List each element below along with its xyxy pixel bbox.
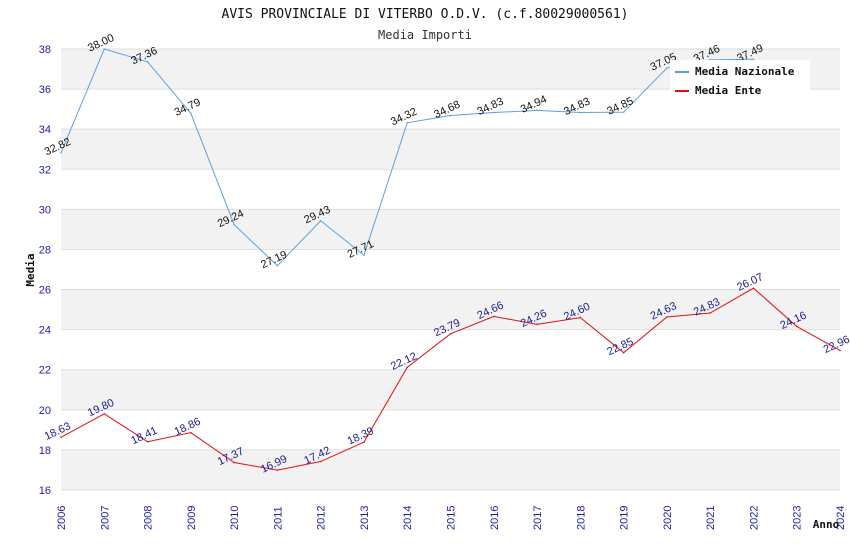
data-point <box>579 111 582 114</box>
data-point <box>622 111 625 113</box>
x-tick-label: 2007 <box>99 506 111 530</box>
x-tick-label: 2009 <box>186 506 198 530</box>
x-tick-label: 2010 <box>229 506 241 530</box>
x-tick-label: 2015 <box>446 506 458 530</box>
data-point <box>752 287 755 289</box>
data-point <box>709 312 711 314</box>
legend-box <box>670 60 810 102</box>
y-axis-label: Media <box>24 253 37 286</box>
y-tick-label: 30 <box>39 204 51 216</box>
chart-title: AVIS PROVINCIALE DI VITERBO O.D.V. (c.f.… <box>222 7 629 22</box>
y-tick-label: 34 <box>39 124 51 136</box>
data-point <box>146 440 149 443</box>
data-point <box>190 431 192 434</box>
y-tick-label: 28 <box>39 244 51 256</box>
data-point <box>103 48 106 50</box>
data-point <box>449 333 452 335</box>
data-point <box>536 109 538 112</box>
data-point <box>406 366 409 369</box>
data-point <box>622 351 625 354</box>
data-point <box>839 349 841 352</box>
x-axis-label: Anno <box>813 518 840 531</box>
data-point <box>319 460 322 463</box>
data-point <box>666 316 668 318</box>
x-tick-label: 2018 <box>575 506 587 530</box>
data-point <box>276 264 279 267</box>
data-point <box>60 436 62 439</box>
data-point <box>363 254 365 257</box>
grid-band <box>61 289 840 330</box>
data-point <box>752 58 755 61</box>
y-tick-label: 36 <box>39 84 51 96</box>
x-tick-label: 2008 <box>143 506 155 530</box>
x-tick-label: 2019 <box>619 506 631 530</box>
y-tick-label: 24 <box>39 325 51 337</box>
y-tick-label: 18 <box>39 445 51 457</box>
x-tick-label: 2011 <box>272 506 284 530</box>
x-axis-ticks: 2006 2007 2008 2009 2010 2011 2012 2013 2014 2015… <box>56 506 847 530</box>
data-point <box>190 112 192 115</box>
x-tick-label: 2020 <box>662 506 674 530</box>
y-tick-label: 32 <box>39 164 51 176</box>
data-point <box>60 152 62 154</box>
grid-band <box>61 209 840 250</box>
data-point <box>492 315 495 318</box>
y-axis-ticks: 16 18 20 22 24 26 28 30 32 34 36 38 <box>39 44 51 497</box>
legend: Media Nazionale Media Ente <box>670 60 810 102</box>
grid-band <box>61 169 840 210</box>
y-tick-label: 16 <box>39 485 51 497</box>
y-tick-label: 26 <box>39 285 51 297</box>
data-point <box>319 219 322 222</box>
chart-subtitle: Media Importi <box>378 28 472 42</box>
y-tick-label: 38 <box>39 44 51 56</box>
grid-bands <box>61 49 840 490</box>
x-tick-label: 2024 <box>835 506 847 530</box>
data-point <box>276 469 279 471</box>
data-point <box>449 114 452 117</box>
data-point <box>795 325 798 328</box>
x-tick-label: 2022 <box>748 506 760 530</box>
grid-band <box>61 329 840 370</box>
grid-band <box>61 369 840 410</box>
data-point <box>233 223 235 226</box>
x-tick-label: 2014 <box>402 506 414 530</box>
data-point <box>666 67 668 69</box>
grid-lines <box>61 48 840 491</box>
data-point <box>146 61 149 63</box>
y-tick-label: 22 <box>39 365 51 377</box>
data-point <box>233 461 235 464</box>
y-tick-label: 20 <box>39 405 51 417</box>
data-point <box>406 121 409 124</box>
data-point <box>492 111 495 114</box>
x-tick-label: 2006 <box>56 506 68 530</box>
x-tick-label: 2012 <box>316 506 328 530</box>
grid-band <box>61 449 840 490</box>
grid-band <box>61 409 840 450</box>
grid-band <box>61 129 840 170</box>
grid-band <box>61 249 840 290</box>
x-tick-label: 2013 <box>359 506 371 530</box>
x-tick-label: 2017 <box>532 506 544 530</box>
data-point <box>363 441 365 443</box>
legend-label-nazionale: Media Nazionale <box>695 65 795 78</box>
legend-label-ente: Media Ente <box>695 84 762 97</box>
x-tick-label: 2021 <box>705 506 717 530</box>
data-point <box>103 413 106 415</box>
x-tick-label: 2023 <box>792 506 804 530</box>
series-lines <box>60 48 841 471</box>
data-point <box>536 323 538 326</box>
data-point <box>579 316 582 319</box>
x-tick-label: 2016 <box>489 506 501 530</box>
